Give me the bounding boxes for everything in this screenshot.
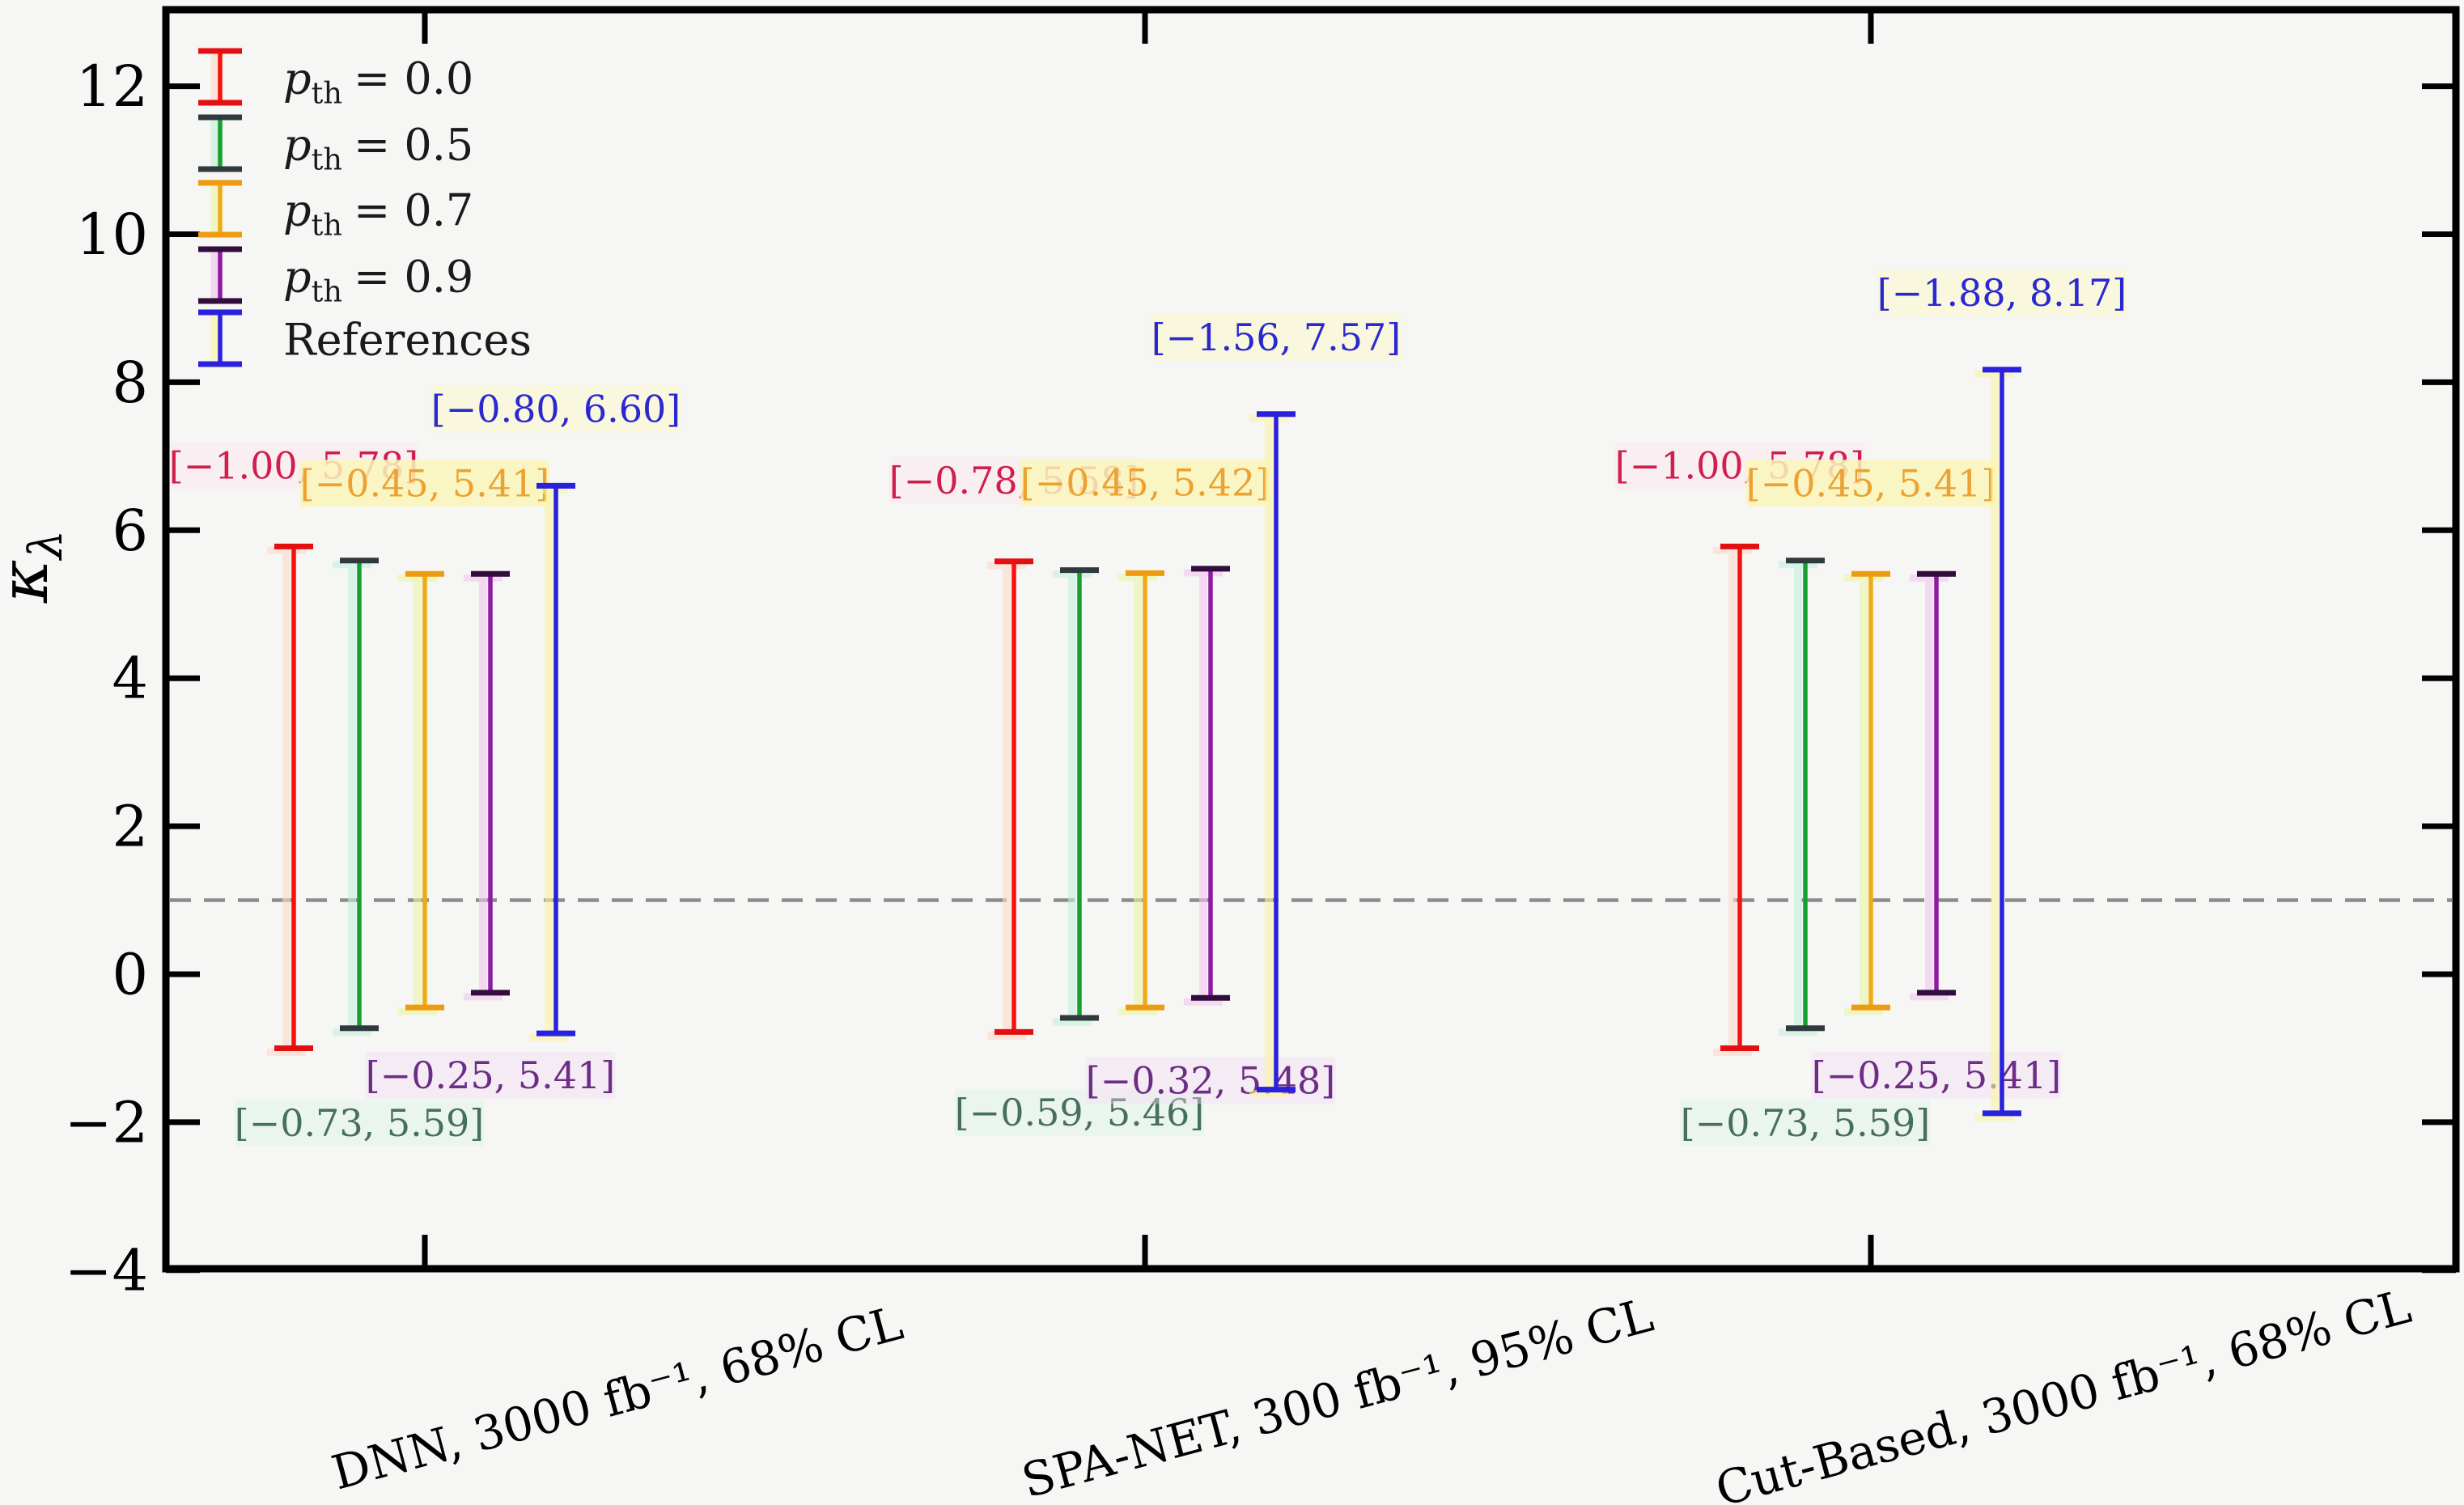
errorbar-pth-0.5-group1 <box>340 557 379 1032</box>
interval-annotation: [−0.59, 5.46] <box>955 1091 1205 1134</box>
annotation-highlight <box>299 460 550 507</box>
legend-label-references: References <box>283 315 532 366</box>
annotation-highlight <box>1877 269 2127 316</box>
errorbar-pth-0.0-group1 <box>274 543 313 1051</box>
errorbar-shadow <box>398 574 437 1015</box>
interval-annotation: [−0.45, 5.42] <box>1020 460 1270 504</box>
errorbar-shadow <box>1053 570 1092 1026</box>
errorbar-shadow <box>1975 370 2014 1121</box>
y-tick-label: 6 <box>112 498 148 564</box>
plot-frame <box>162 6 2460 1273</box>
interval-annotation: [−0.25, 5.41] <box>1812 1054 2062 1097</box>
y-tick-label: −2 <box>65 1089 148 1155</box>
interval-annotation: [−0.73, 5.59] <box>1681 1101 1931 1145</box>
annotation-highlight <box>1811 1051 2062 1099</box>
y-tick-label: −4 <box>65 1237 148 1304</box>
errorbar-shadow <box>1713 546 1752 1056</box>
errorbar-pth-0.0-group3 <box>1720 543 1759 1051</box>
interval-annotation: [−0.45, 5.41] <box>300 461 550 505</box>
legend-label-pth: pth = 0.5 <box>283 120 473 177</box>
errorbar-pth-0.5-group2 <box>1060 567 1099 1021</box>
interval-annotation: [−0.80, 6.60] <box>431 388 681 431</box>
y-tick-label: 0 <box>112 942 148 1008</box>
interval-annotation: [−0.25, 5.41] <box>366 1054 616 1097</box>
legend-label-pth: pth = 0.9 <box>283 252 473 309</box>
errorbar-shadow <box>987 562 1026 1040</box>
errorbar-pth-0.9-group3 <box>1917 570 1956 996</box>
errorbar-shadow <box>464 574 503 1001</box>
annotation-highlight <box>234 1099 485 1147</box>
errorbar-shadow <box>333 561 371 1037</box>
legend-key-4 <box>198 309 242 367</box>
errorbar-shadow <box>1910 574 1949 1001</box>
errorbar-shadow <box>1844 574 1883 1015</box>
errorbar-shadow <box>267 546 306 1056</box>
legend-key-1 <box>198 114 242 172</box>
errorbar-pth-0.0-group2 <box>995 558 1033 1035</box>
y-tick-label: 8 <box>112 350 148 416</box>
errorbar-References-group1 <box>536 482 575 1037</box>
errorbar-shadow <box>1118 573 1157 1015</box>
errorbar-pth-0.7-group3 <box>1851 570 1890 1011</box>
interval-annotation: [−1.56, 7.57] <box>1151 316 1402 359</box>
errorbar-shadow <box>1184 569 1223 1006</box>
legend-label-pth: pth = 0.7 <box>283 185 473 243</box>
y-tick-label: 2 <box>112 794 148 860</box>
legend-key-2 <box>198 180 242 238</box>
errorbar-shadow <box>1249 414 1288 1098</box>
errorbar-pth-0.5-group3 <box>1786 557 1825 1032</box>
interval-annotation: [−0.45, 5.41] <box>1746 461 1996 505</box>
annotation-highlight <box>954 1088 1205 1136</box>
annotation-highlight <box>1745 460 1996 507</box>
interval-annotation: [−1.88, 8.17] <box>1877 271 2127 315</box>
annotation-highlight <box>365 1051 616 1099</box>
errorbar-shadow <box>1779 561 1817 1037</box>
errorbar-pth-0.7-group2 <box>1126 570 1164 1011</box>
errorbar-References-group3 <box>1983 367 2021 1117</box>
legend-key-3 <box>198 246 242 304</box>
legend-label-pth: pth = 0.0 <box>283 53 473 111</box>
annotation-highlight <box>430 385 681 433</box>
interval-annotation: [−0.32, 5.48] <box>1086 1058 1336 1102</box>
annotation-highlight <box>1151 313 1402 361</box>
legend-key-0 <box>198 48 242 106</box>
y-tick-label: 4 <box>112 646 148 712</box>
errorbar-References-group2 <box>1257 411 1296 1093</box>
y-tick-label: 12 <box>76 53 148 120</box>
errorbar-pth-0.9-group1 <box>471 570 510 996</box>
interval-annotation: [−0.73, 5.59] <box>235 1101 485 1145</box>
annotation-highlight <box>1680 1099 1931 1147</box>
errorbar-pth-0.9-group2 <box>1191 566 1230 1001</box>
y-tick-label: 10 <box>76 201 148 268</box>
errorbar-shadow <box>529 485 568 1041</box>
annotation-highlight <box>1020 459 1270 507</box>
errorbar-pth-0.7-group1 <box>405 570 444 1011</box>
